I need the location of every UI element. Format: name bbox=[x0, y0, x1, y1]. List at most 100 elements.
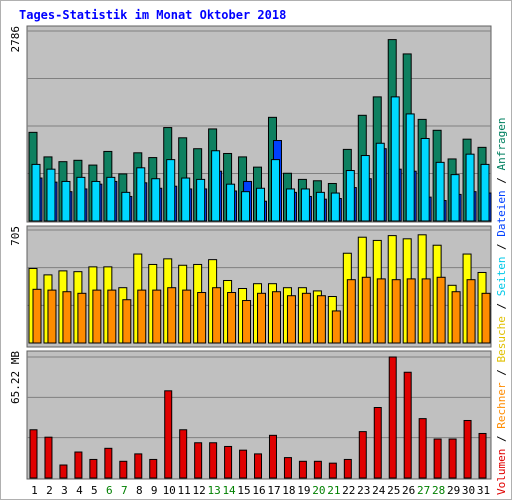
legend-seiten: Seiten bbox=[495, 257, 508, 303]
seiten-bar-day-19 bbox=[300, 188, 310, 222]
rechner-bar-day-14 bbox=[227, 292, 237, 344]
y-axis-max-label: 705 bbox=[9, 226, 22, 246]
seiten-bar-day-8 bbox=[136, 167, 146, 222]
seiten-bar-day-18 bbox=[285, 188, 295, 222]
volumen-bar-day-4 bbox=[74, 451, 83, 479]
day-label-27: 27 bbox=[417, 484, 430, 497]
y-axis-max-label: 2786 bbox=[9, 26, 22, 53]
day-label-24: 24 bbox=[372, 484, 386, 497]
rechner-bar-day-30 bbox=[466, 279, 476, 344]
day-label-8: 8 bbox=[136, 484, 143, 497]
y-axis-max-label: 65.22 MB bbox=[9, 351, 22, 404]
seiten-bar-day-16 bbox=[256, 187, 266, 222]
seiten-bar-day-20 bbox=[315, 191, 325, 222]
seiten-bar-day-15 bbox=[241, 191, 251, 222]
volumen-bar-day-22 bbox=[343, 458, 352, 479]
volumen-bar-day-13 bbox=[209, 442, 218, 479]
rechner-bar-day-21 bbox=[331, 310, 341, 344]
seiten-bar-day-25 bbox=[390, 96, 400, 222]
rechner-bar-day-17 bbox=[271, 291, 281, 344]
day-label-30: 30 bbox=[462, 484, 475, 497]
day-label-12: 12 bbox=[193, 484, 206, 497]
seiten-bar-day-17 bbox=[270, 159, 280, 222]
volumen-bar-day-19 bbox=[298, 460, 307, 479]
seiten-bar-day-26 bbox=[405, 113, 415, 222]
day-label-7: 7 bbox=[121, 484, 128, 497]
legend-dateien: Dateien bbox=[495, 190, 508, 243]
volumen-bar-day-16 bbox=[254, 453, 263, 479]
volumen-bar-day-29 bbox=[448, 438, 457, 479]
day-label-31: 31 bbox=[477, 484, 490, 497]
seiten-bar-day-22 bbox=[345, 170, 355, 222]
rechner-bar-day-12 bbox=[197, 292, 207, 344]
seiten-bar-day-31 bbox=[480, 163, 490, 222]
day-label-20: 20 bbox=[312, 484, 325, 497]
rechner-bar-day-16 bbox=[257, 292, 267, 344]
rechner-bar-day-27 bbox=[421, 278, 431, 344]
seiten-bar-day-21 bbox=[330, 192, 340, 222]
seiten-bar-day-30 bbox=[465, 153, 475, 222]
day-label-6: 6 bbox=[106, 484, 113, 497]
day-label-11: 11 bbox=[178, 484, 191, 497]
metric-legend: Volumen / Rechner / Besuche / Seiten / D… bbox=[495, 117, 508, 495]
rechner-bar-day-10 bbox=[167, 287, 177, 344]
volumen-bar-day-6 bbox=[104, 447, 113, 479]
requests-pages-panel: 2786 bbox=[9, 25, 492, 223]
rechner-bar-day-5 bbox=[92, 289, 102, 344]
legend-rechner: Rechner bbox=[495, 382, 508, 435]
seiten-bar-day-23 bbox=[360, 155, 370, 222]
day-label-1: 1 bbox=[31, 484, 38, 497]
day-label-28: 28 bbox=[432, 484, 445, 497]
volumen-bar-day-28 bbox=[433, 438, 442, 479]
seiten-bar-day-1 bbox=[31, 163, 41, 222]
legend-volumen: Volumen bbox=[495, 449, 508, 495]
volumen-bar-day-10 bbox=[164, 390, 173, 479]
seiten-bar-day-24 bbox=[375, 142, 385, 222]
volumen-bar-day-7 bbox=[119, 460, 128, 479]
volumen-bar-day-9 bbox=[149, 458, 158, 479]
day-label-13: 13 bbox=[207, 484, 220, 497]
rechner-bar-day-2 bbox=[47, 289, 57, 344]
volumen-bar-day-25 bbox=[388, 356, 397, 479]
day-label-22: 22 bbox=[342, 484, 355, 497]
volumen-bar-day-20 bbox=[313, 460, 322, 479]
rechner-bar-day-8 bbox=[137, 289, 147, 344]
day-label-3: 3 bbox=[61, 484, 68, 497]
day-label-26: 26 bbox=[402, 484, 415, 497]
day-label-16: 16 bbox=[252, 484, 265, 497]
volumen-bar-day-27 bbox=[418, 418, 427, 479]
volumen-bar-day-3 bbox=[59, 464, 68, 479]
rechner-bar-day-11 bbox=[182, 289, 192, 344]
rechner-bar-day-31 bbox=[481, 292, 491, 344]
day-label-4: 4 bbox=[76, 484, 83, 497]
rechner-bar-day-3 bbox=[62, 291, 72, 344]
volume-panel: 65.22 MB bbox=[9, 350, 492, 480]
rechner-bar-day-29 bbox=[451, 291, 461, 344]
day-label-15: 15 bbox=[237, 484, 250, 497]
volumen-bar-day-21 bbox=[328, 462, 337, 479]
seiten-bar-day-5 bbox=[91, 180, 101, 222]
rechner-bar-day-25 bbox=[391, 279, 401, 344]
volumen-bar-day-15 bbox=[239, 449, 248, 479]
rechner-bar-day-9 bbox=[152, 289, 162, 344]
day-label-21: 21 bbox=[327, 484, 340, 497]
volumen-bar-day-2 bbox=[44, 436, 53, 479]
seiten-bar-day-12 bbox=[196, 178, 206, 222]
visits-hosts-panel: 705 bbox=[9, 225, 492, 348]
volumen-bar-day-31 bbox=[478, 432, 487, 479]
volumen-bar-day-17 bbox=[268, 434, 277, 479]
legend-besuche: Besuche bbox=[495, 316, 508, 369]
legend-separator: / bbox=[495, 303, 508, 316]
legend-anfragen: Anfragen bbox=[495, 117, 508, 177]
rechner-bar-day-24 bbox=[376, 278, 386, 344]
seiten-bar-day-4 bbox=[76, 176, 86, 222]
day-label-9: 9 bbox=[151, 484, 158, 497]
legend-separator: / bbox=[495, 243, 508, 256]
day-label-25: 25 bbox=[387, 484, 400, 497]
rechner-bar-day-1 bbox=[32, 288, 42, 344]
day-label-23: 23 bbox=[357, 484, 370, 497]
volumen-bar-day-1 bbox=[29, 429, 38, 479]
day-label-19: 19 bbox=[297, 484, 310, 497]
rechner-bar-day-4 bbox=[77, 292, 87, 344]
